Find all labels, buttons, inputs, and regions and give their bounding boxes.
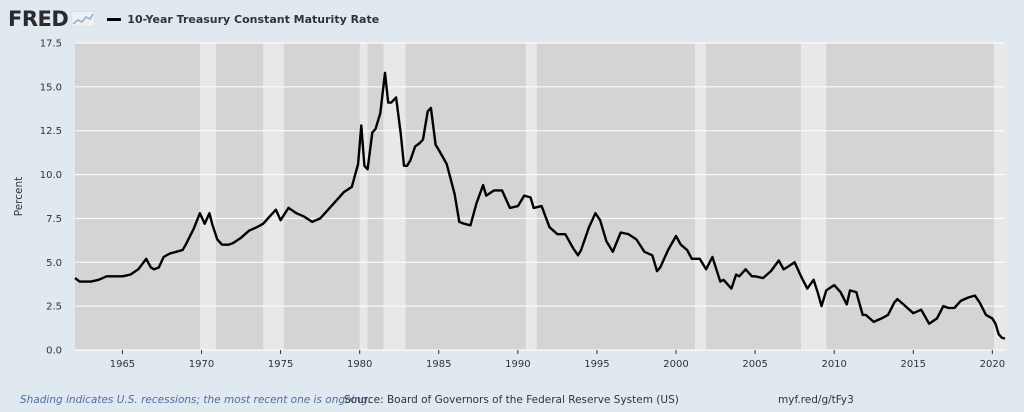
chart-header: FRED 10-Year Treasury Constant Maturity … (8, 6, 379, 32)
x-tick-label: 2010 (821, 359, 846, 370)
recession-band (525, 43, 537, 350)
x-tick-label: 1980 (347, 359, 372, 370)
recession-band (695, 43, 707, 350)
y-tick-label: 15.0 (40, 82, 62, 93)
recession-note: Shading indicates U.S. recessions; the m… (20, 394, 372, 406)
x-tick-label: 1975 (268, 359, 293, 370)
recession-band (359, 43, 368, 350)
y-tick-label: 17.5 (40, 39, 62, 50)
y-tick-label: 5.0 (46, 258, 62, 269)
x-tick-label: 2005 (742, 359, 767, 370)
source-note: Source: Board of Governors of the Federa… (344, 394, 679, 406)
x-axis-ticks: 1965 1970 1975 1980 1985 1990 1995 2000 2005 2010… (110, 350, 1005, 370)
legend-line-swatch (107, 17, 122, 21)
y-axis-ticks: 0.0 2.5 5.0 7.5 10.0 12.5 15.0 17.5 (40, 39, 62, 357)
y-tick-label: 12.5 (40, 126, 62, 137)
recession-band (199, 43, 216, 350)
y-axis-label: Percent (13, 177, 25, 217)
x-tick-label: 1965 (110, 359, 135, 370)
x-tick-label: 2020 (980, 359, 1005, 370)
recession-band (263, 43, 284, 350)
y-tick-label: 0.0 (46, 346, 62, 357)
gridlines (75, 42, 1005, 351)
x-tick-label: 1985 (426, 359, 451, 370)
x-tick-label: 1990 (505, 359, 530, 370)
x-tick-label: 2000 (663, 359, 688, 370)
recession-band (993, 43, 1005, 350)
y-tick-label: 7.5 (46, 214, 62, 225)
fred-logo[interactable]: FRED (8, 7, 69, 31)
x-tick-label: 2015 (901, 359, 926, 370)
fred-sparkline-icon (71, 11, 96, 27)
plot-area (75, 43, 1005, 350)
short-link[interactable]: myf.red/g/tFy3 (778, 394, 854, 406)
recession-band (800, 43, 827, 350)
y-tick-label: 2.5 (46, 302, 62, 313)
series-line (74, 71, 1006, 340)
x-tick-label: 1995 (584, 359, 609, 370)
x-tick-label: 1970 (189, 359, 214, 370)
recession-shading (199, 43, 1005, 350)
series-title: 10-Year Treasury Constant Maturity Rate (127, 12, 380, 26)
y-tick-label: 10.0 (40, 170, 62, 181)
